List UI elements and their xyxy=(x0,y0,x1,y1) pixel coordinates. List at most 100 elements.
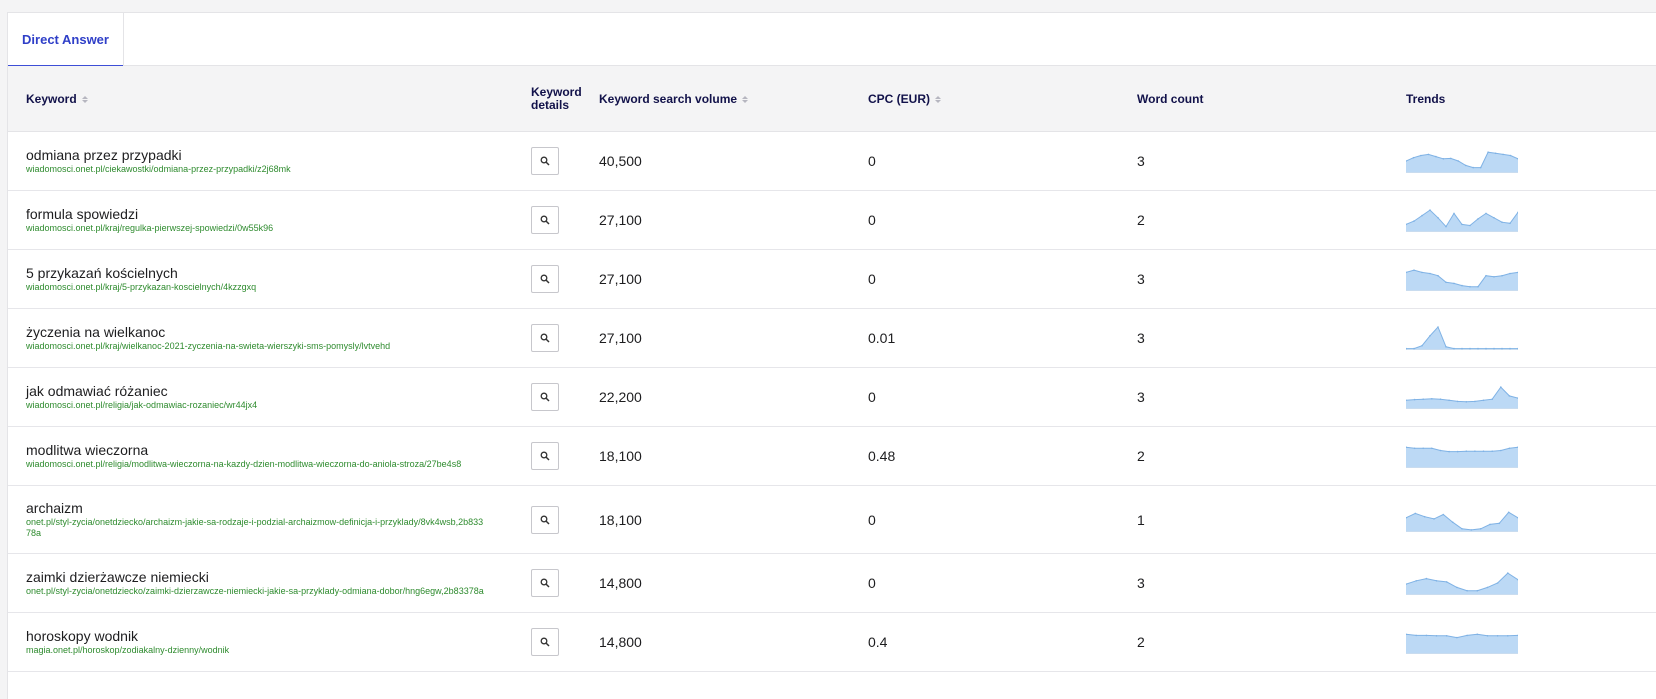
keyword-details-button[interactable] xyxy=(531,324,559,352)
trend-area xyxy=(1406,152,1518,172)
keyword-cell: modlitwa wieczorna wiadomosci.onet.pl/re… xyxy=(26,427,486,485)
trend-point xyxy=(1461,527,1463,530)
column-header-cpc[interactable]: CPC (EUR) xyxy=(868,66,941,132)
keyword-url-link[interactable]: onet.pl/styl-zycia/onetdziecko/zaimki-dz… xyxy=(26,586,484,596)
trend-point xyxy=(1476,589,1479,592)
trend-point xyxy=(1500,386,1502,388)
trend-point xyxy=(1406,516,1407,519)
keyword-cell: 5 przykazań kościelnych wiadomosci.onet.… xyxy=(26,250,486,308)
trend-line xyxy=(1406,386,1518,403)
trend-point xyxy=(1437,274,1439,277)
trend-point xyxy=(1406,271,1407,274)
word-count-value: 2 xyxy=(1137,212,1145,228)
trend-point xyxy=(1517,397,1518,399)
table-row: 5 przykazań kościelnych wiadomosci.onet.… xyxy=(8,250,1656,309)
keyword-details-button[interactable] xyxy=(531,206,559,234)
keyword-text: formula spowiedzi xyxy=(26,206,139,222)
trend-point xyxy=(1501,347,1503,350)
trend-sparkline xyxy=(1406,572,1518,595)
trend-cell xyxy=(1406,132,1518,190)
trend-point xyxy=(1476,633,1479,636)
sort-icon[interactable] xyxy=(935,95,941,103)
search-volume-value: 27,100 xyxy=(599,330,642,346)
trend-point xyxy=(1508,395,1511,397)
trend-point xyxy=(1509,272,1511,275)
trend-point xyxy=(1421,271,1423,274)
trend-point xyxy=(1442,513,1445,515)
trend-point xyxy=(1406,399,1407,402)
keyword-url-link[interactable]: wiadomosci.onet.pl/kraj/5-przykazan-kosc… xyxy=(26,282,257,292)
trend-point xyxy=(1413,447,1416,450)
keyword-text: odmiana przez przypadki xyxy=(26,147,182,163)
trend-point xyxy=(1479,166,1482,169)
trend-point xyxy=(1466,634,1468,637)
trend-point xyxy=(1474,400,1476,403)
trend-line xyxy=(1406,572,1518,592)
trend-point xyxy=(1456,586,1458,589)
keyword-details-button[interactable] xyxy=(531,505,559,534)
column-header-trends: Trends xyxy=(1406,66,1445,132)
trend-point xyxy=(1461,223,1463,226)
keyword-details-button[interactable] xyxy=(531,265,559,293)
trend-point xyxy=(1501,274,1503,277)
trend-point xyxy=(1477,285,1479,288)
trend-point xyxy=(1517,347,1518,350)
tab-direct-answer[interactable]: Direct Answer xyxy=(8,13,124,67)
keyword-details-button[interactable] xyxy=(531,147,559,175)
trend-line xyxy=(1406,633,1518,639)
trend-area xyxy=(1406,327,1518,349)
cpc-value: 0 xyxy=(868,575,876,591)
table-row: życzenia na wielkanoc wiadomosci.onet.pl… xyxy=(8,309,1656,368)
keyword-details-button[interactable] xyxy=(531,442,559,470)
trend-point xyxy=(1486,635,1489,637)
trend-area xyxy=(1406,634,1518,653)
keyword-url-link[interactable]: wiadomosci.onet.pl/kraj/regulka-pierwsze… xyxy=(26,223,274,233)
trend-point xyxy=(1421,214,1423,217)
trend-point xyxy=(1501,221,1503,223)
sort-icon[interactable] xyxy=(81,95,88,103)
trend-point xyxy=(1406,223,1407,226)
trend-point xyxy=(1470,528,1473,531)
trend-point xyxy=(1502,153,1504,156)
search-icon xyxy=(540,274,550,284)
trend-point xyxy=(1406,446,1407,448)
trend-point xyxy=(1431,447,1433,450)
keyword-url-link[interactable]: wiadomosci.onet.pl/kraj/wielkanoc-2021-z… xyxy=(26,341,391,351)
keyword-url-link[interactable]: magia.onet.pl/horoskop/zodiakalny-dzienn… xyxy=(26,645,230,655)
trend-point xyxy=(1445,581,1448,583)
keyword-url-link[interactable]: wiadomosci.onet.pl/religia/jak-odmawiac-… xyxy=(26,400,258,410)
results-panel: Direct Answer Keyword Keyword details Ke… xyxy=(7,12,1656,699)
keyword-url-link[interactable]: onet.pl/styl-zycia/onetdziecko/archaizm-… xyxy=(26,517,484,538)
trend-point xyxy=(1457,160,1460,162)
column-header-keyword[interactable]: Keyword xyxy=(26,66,88,132)
keyword-cell: archaizm onet.pl/styl-zycia/onetdziecko/… xyxy=(26,486,486,553)
trend-point xyxy=(1517,271,1518,274)
keyword-details-button[interactable] xyxy=(531,628,559,656)
column-header-search-volume[interactable]: Keyword search volume xyxy=(599,66,749,132)
word-count-value: 2 xyxy=(1137,634,1145,650)
keyword-text: 5 przykazań kościelnych xyxy=(26,265,178,281)
trend-point xyxy=(1493,276,1495,278)
trend-point xyxy=(1435,155,1437,158)
word-count-value: 3 xyxy=(1137,575,1145,591)
keyword-details-cell xyxy=(531,191,559,249)
trend-point xyxy=(1439,449,1442,452)
trend-area xyxy=(1406,511,1518,531)
keyword-url-link[interactable]: wiadomosci.onet.pl/ciekawostki/odmiana-p… xyxy=(26,164,291,174)
keyword-details-cell xyxy=(531,486,559,553)
keyword-text: jak odmawiać różaniec xyxy=(26,383,168,399)
keyword-details-button[interactable] xyxy=(531,383,559,411)
keyword-details-button[interactable] xyxy=(531,569,559,597)
trend-point xyxy=(1517,634,1518,637)
search-volume-value: 27,100 xyxy=(599,212,642,228)
search-volume-value: 27,100 xyxy=(599,271,642,287)
trend-line xyxy=(1406,151,1518,169)
trend-point xyxy=(1406,160,1407,162)
trend-point xyxy=(1498,522,1501,524)
keyword-url-link[interactable]: wiadomosci.onet.pl/religia/modlitwa-wiec… xyxy=(26,459,462,469)
trend-point xyxy=(1517,446,1518,448)
sort-icon[interactable] xyxy=(742,95,749,103)
trend-point xyxy=(1423,515,1426,517)
trend-point xyxy=(1420,154,1422,157)
search-icon xyxy=(540,156,550,166)
